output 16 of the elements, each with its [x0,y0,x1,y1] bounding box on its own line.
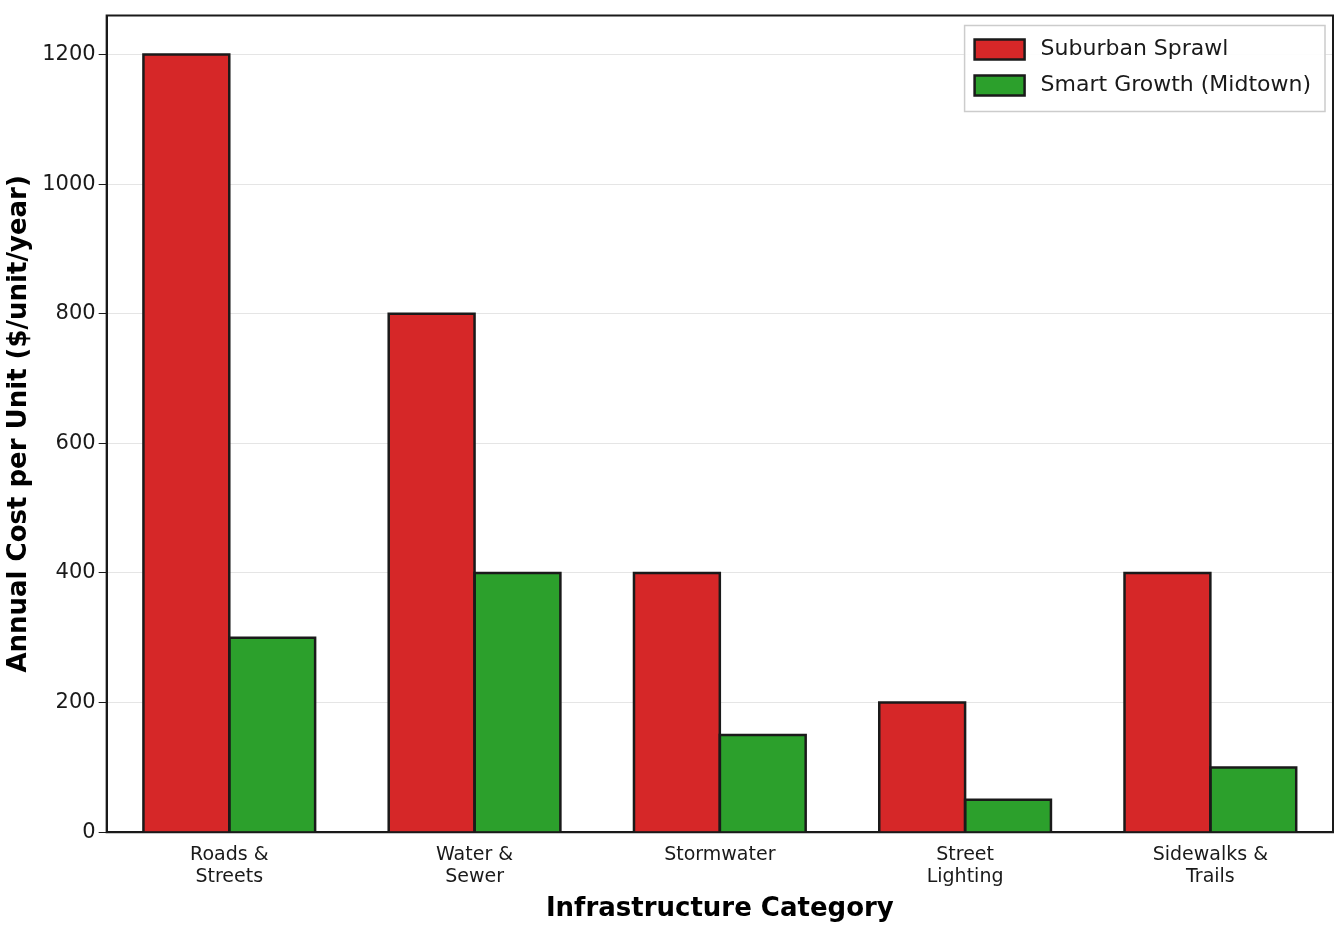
legend-label: Suburban Sprawl [1040,35,1229,61]
x-tick-label: Street Lighting [926,841,1004,887]
x-tick-label: Roads & Streets [190,841,269,887]
y-tick-label: 200 [55,689,96,714]
x-axis-title: Infrastructure Category [545,892,894,923]
y-tick-label: 0 [82,818,96,843]
y-tick-label: 800 [55,300,96,325]
x-tick-label: Sidewalks & Trails [1152,841,1269,887]
x-tick-label: Stormwater [664,841,776,864]
legend-label: Smart Growth (Midtown) [1040,71,1312,97]
y-tick-label: 600 [55,429,96,454]
y-tick-label: 400 [55,559,96,584]
y-tick-label: 1200 [42,40,96,65]
x-tick-label: Water & Sewer [436,841,514,887]
y-axis-title: Annual Cost per Unit ($/unit/year) [2,175,33,673]
y-tick-label: 1000 [42,170,96,195]
